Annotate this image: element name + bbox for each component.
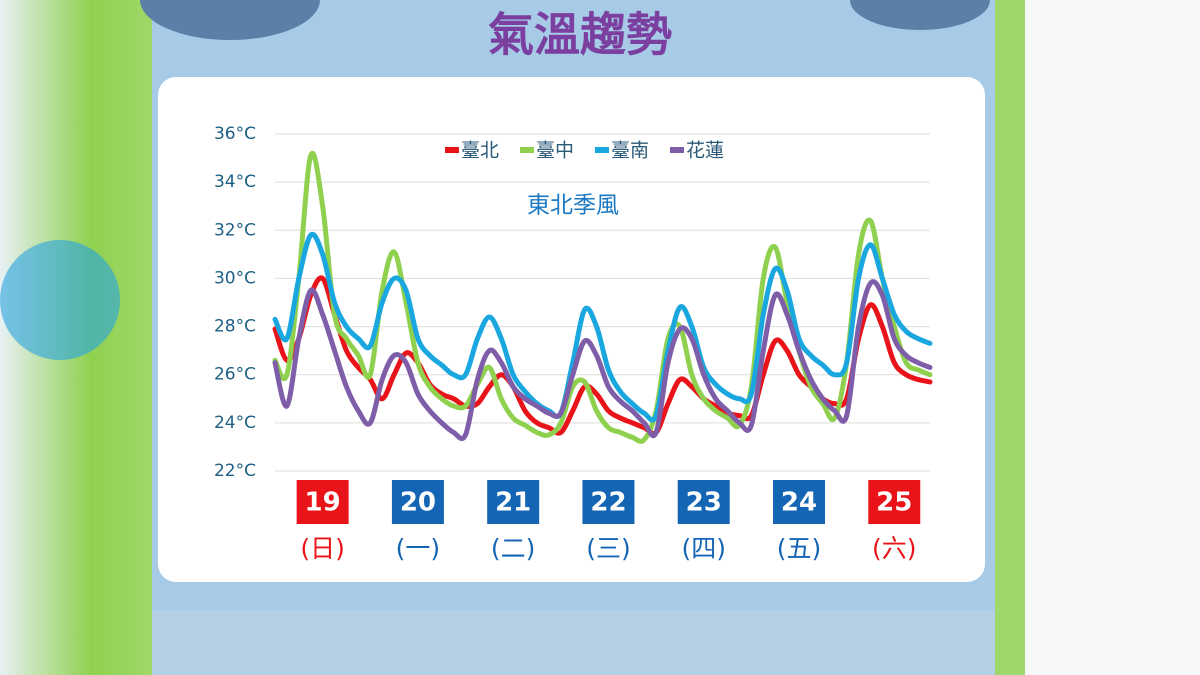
right-strip [995, 0, 1200, 675]
card [158, 77, 985, 582]
cloud [140, 0, 320, 40]
legend-swatch [445, 147, 459, 153]
y-tick-label: 28°C [214, 317, 256, 337]
blur-shape [0, 240, 120, 360]
legend-label: 臺中 [536, 140, 574, 162]
day-box [677, 480, 730, 524]
day-box [582, 480, 635, 524]
y-tick-label: 30°C [214, 268, 256, 288]
weekday-label: (二) [491, 534, 536, 563]
series-line [272, 279, 933, 442]
legend-label: 花蓮 [686, 140, 724, 162]
weekday-label: (三) [586, 534, 631, 563]
day-box [868, 480, 921, 524]
weekday-label: (六) [872, 534, 917, 563]
weekday-label: (一) [396, 534, 441, 563]
y-tick-label: 22°C [214, 461, 256, 481]
legend-swatch [595, 147, 609, 153]
skyline [152, 610, 995, 675]
cloud [850, 0, 990, 30]
day-box [487, 480, 540, 524]
y-tick-label: 26°C [214, 365, 256, 385]
day-box [296, 480, 349, 524]
day-label: 23 [686, 488, 722, 518]
day-box [773, 480, 825, 524]
day-label: 22 [590, 488, 626, 518]
day-label: 24 [781, 488, 817, 518]
annotation: 東北季風 [527, 193, 619, 219]
weekday-label: (四) [681, 534, 726, 563]
right-edge [995, 0, 1025, 675]
weekday-label: (五) [777, 534, 822, 563]
legend-label: 臺南 [611, 140, 649, 162]
y-tick-label: 36°C [214, 124, 256, 144]
legend-swatch [670, 147, 684, 153]
series-line [272, 150, 933, 444]
day-label: 19 [305, 488, 341, 518]
legend-swatch [520, 147, 534, 153]
y-tick-label: 32°C [214, 220, 256, 240]
y-tick-label: 24°C [214, 413, 256, 433]
legend-label: 臺北 [461, 140, 499, 162]
y-tick-label: 34°C [214, 172, 256, 192]
chart-title: 氣溫趨勢 [488, 8, 672, 62]
weekday-label: (日) [300, 534, 345, 563]
day-label: 25 [876, 488, 912, 518]
series-line [272, 231, 933, 423]
day-box [391, 480, 444, 524]
day-label: 21 [495, 488, 531, 518]
day-label: 20 [400, 488, 436, 518]
